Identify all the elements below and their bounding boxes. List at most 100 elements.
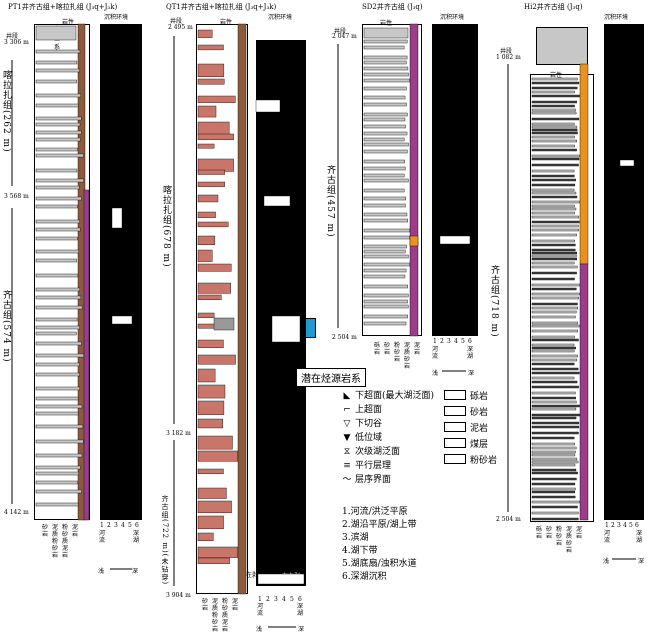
sd2-bed — [363, 149, 408, 154]
hi2-bed — [531, 425, 580, 429]
hi2-bed — [531, 174, 575, 178]
hi2-bed — [531, 277, 575, 281]
pt1-bed — [35, 103, 79, 108]
pt1-bed — [35, 79, 77, 84]
env-gap — [619, 159, 635, 167]
pt1-bed — [35, 227, 81, 232]
pt1-bed — [35, 122, 81, 127]
pt1-bed — [35, 362, 80, 367]
qt1-sand-bed — [197, 121, 230, 135]
qt1-lith-column — [196, 24, 248, 594]
pt1-depth-mid: 3 568 m — [4, 193, 29, 200]
hi2-bed — [531, 450, 576, 454]
qt1-sand-bed — [197, 500, 232, 514]
pt1-bed — [35, 305, 83, 310]
qt1-sand-bed — [197, 44, 224, 51]
sd2-title: SD2井齐古组 (J₃q) — [362, 3, 423, 11]
sd2-bed — [363, 55, 408, 60]
pt1-bed — [35, 453, 83, 458]
coal-swatch — [444, 438, 466, 448]
hi2-bed — [531, 81, 580, 85]
hi2-bed — [531, 421, 580, 425]
pt1-env-header: 沉积环境 — [104, 14, 129, 21]
pt1-bed — [35, 439, 84, 444]
sd2-lith-column — [362, 24, 422, 336]
sd2-bed — [363, 102, 407, 107]
pt1-bed — [35, 249, 80, 254]
hi2-title: Hi2井齐古组 (J₃q) — [524, 3, 583, 11]
hi2-bed — [531, 446, 577, 450]
hi2-bed — [531, 511, 579, 515]
sd2-bed — [363, 274, 406, 279]
qt1-sand-bed — [197, 435, 233, 450]
sd2-bed — [363, 228, 410, 233]
qt1-sand-bed — [197, 557, 230, 564]
hi2-bed — [531, 457, 578, 461]
hi2-bed — [531, 315, 576, 319]
pt1-bed — [35, 49, 81, 54]
qt1-sand-bed — [197, 546, 238, 558]
hi2-bed — [531, 396, 576, 400]
hi2-bed — [531, 436, 575, 440]
qt1-sand-bed — [197, 312, 215, 318]
secondary-flooding-icon: ⧖ — [343, 447, 351, 457]
mudstone-swatch — [444, 422, 466, 432]
hi2-bed — [531, 487, 576, 491]
hi2-bed — [531, 310, 577, 314]
hi2-bottom-lith-2: 砂岩 — [546, 526, 553, 540]
qt1-env-header: 沉积环境 — [268, 14, 293, 21]
pt1-bed — [35, 137, 81, 142]
qt1-sand-bed — [197, 133, 234, 140]
hi2-bed — [531, 271, 577, 275]
pt1-bed — [35, 404, 83, 409]
pt1-cap-bed — [35, 25, 77, 41]
pt1-bed — [35, 325, 80, 330]
sd2-orange-bed — [409, 235, 419, 247]
qt1-interval-qigu: 齐古组(722 m)(未钻穿) — [161, 495, 169, 586]
hi2-bed — [531, 460, 579, 464]
qt1-sand-bed — [197, 368, 216, 383]
hi2-bed — [531, 239, 575, 243]
qt1-sand-bed — [197, 468, 224, 474]
sd2-depth-top: 2 047 m — [332, 33, 357, 40]
hi2-bed — [531, 77, 578, 81]
qt1-sand-bed — [197, 29, 213, 38]
hi2-bed — [531, 148, 577, 152]
hi2-bed — [531, 265, 578, 269]
pt1-bed — [35, 386, 80, 391]
hi2-bed — [531, 154, 580, 158]
sd2-bottom-lith-3: 粉砂岩 — [394, 342, 401, 363]
pt1-purple-band — [83, 189, 90, 521]
qt1-sand-bed — [197, 294, 222, 300]
qt1-note-1: 存在剥 — [240, 572, 259, 579]
qt1-depth-top: 2 495 m — [168, 24, 193, 31]
pt1-bed — [35, 341, 82, 346]
parallel-bedding-icon: ≡ — [343, 461, 351, 471]
incised-valley-icon: ▽ — [343, 419, 351, 429]
hi2-bottom-lith-3: 粉砂岩 — [556, 526, 563, 547]
hi2-bed — [531, 407, 577, 411]
sd2-bed — [363, 45, 405, 50]
hi2-depth-header: 井段 — [500, 48, 513, 55]
hi2-bed — [531, 157, 580, 161]
hi2-bed — [531, 191, 577, 195]
qt1-sand-bed — [197, 400, 225, 415]
hi2-bed — [531, 215, 580, 219]
hi2-bottom-lith-4: 泥质砂岩 — [566, 526, 573, 554]
pt1-lith-column — [34, 24, 90, 520]
sd2-bed — [363, 166, 406, 171]
hi2-bed — [531, 505, 578, 509]
hi2-bed — [531, 122, 575, 126]
pt1-bottom-lith-3: 粉砂质泥岩 — [62, 524, 69, 559]
hi2-bed — [531, 292, 580, 296]
sd2-bed — [363, 173, 405, 178]
sd2-bed — [363, 299, 408, 304]
hi2-bed — [531, 346, 576, 350]
hi2-bottom-lith-5: 泥岩 — [576, 526, 583, 540]
qt1-sand-bed — [197, 143, 215, 149]
qt1-sand-bed — [197, 78, 225, 85]
sd2-bed — [363, 78, 410, 83]
hi2-bed — [531, 139, 577, 143]
hi2-bed — [531, 431, 579, 435]
